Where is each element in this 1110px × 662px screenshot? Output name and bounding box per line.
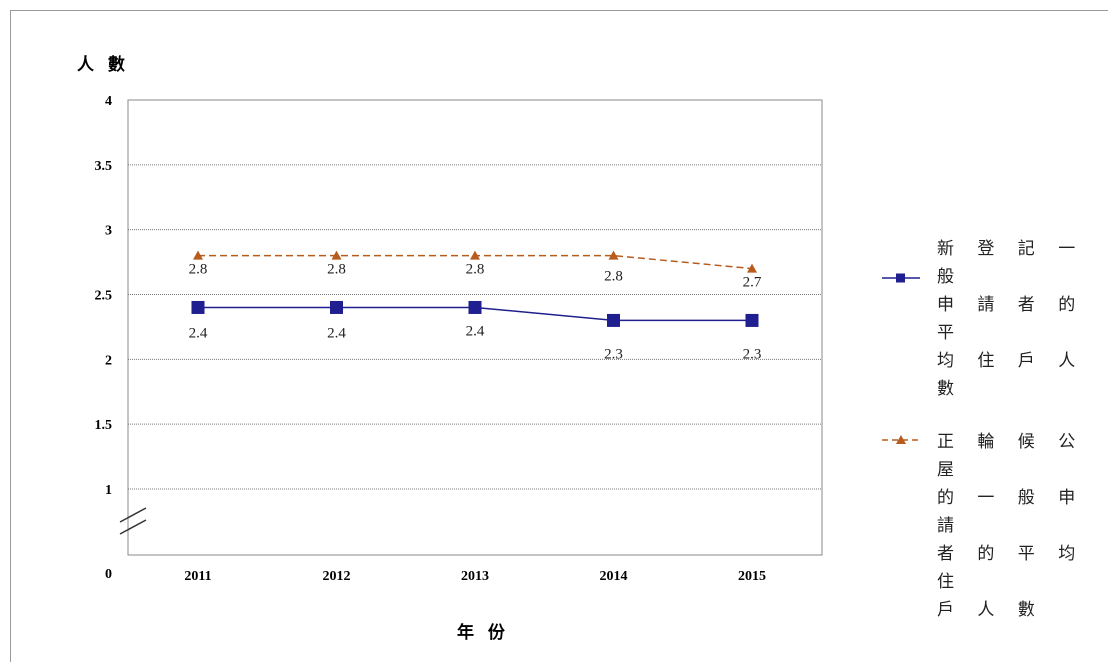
y-tick-label: 1.5 [95,418,113,433]
data-label: 2.8 [327,262,346,278]
data-label: 2.4 [189,325,208,341]
chart-frame [10,10,1108,662]
data-label: 2.4 [466,323,485,339]
y-tick-label: 0 [105,567,112,582]
x-axis-title: 年 份 [457,623,509,643]
data-point [331,250,342,260]
x-tick-label: 2015 [738,569,766,584]
x-tick-label: 2013 [461,569,489,584]
y-tick-label: 3.5 [95,159,113,174]
data-point [470,250,480,260]
data-point [193,250,203,260]
y-tick-label: 4 [105,94,112,109]
data-label: 2.3 [604,346,623,362]
x-tick-label: 2012 [323,569,351,584]
y-tick-label: 2.5 [95,289,113,304]
y-axis-title: 人 數 [77,55,129,75]
data-label: 2.4 [327,325,346,341]
data-point [191,300,205,314]
legend-marker-series-2 [896,435,906,444]
data-point [468,300,482,314]
y-tick-label: 1 [105,483,112,498]
data-label: 2.8 [466,262,485,278]
data-point [747,263,757,273]
data-label: 2.8 [604,269,623,285]
data-label: 2.3 [743,346,762,362]
data-point [330,300,343,314]
data-point [607,313,620,327]
y-tick-label: 2 [105,353,112,368]
legend-label-series-1: 新 登 記 一 般 申 請 者 的 平 均 住 戶 人 數 [937,239,1085,399]
legend-marker-series-1 [896,273,905,283]
data-label: 2.8 [189,262,208,278]
plot-area [127,99,823,556]
y-tick-label: 3 [105,224,112,239]
x-tick-label: 2011 [184,569,211,584]
axis-break-mark [119,507,147,523]
data-label: 2.7 [743,275,762,291]
x-tick-label: 2014 [600,569,628,584]
data-point [608,250,619,260]
legend-label-series-2: 正 輪 候 公 屋 的 一 般 申 請 者 的 平 均 住 戶 人 數 [937,432,1085,620]
axis-break-mark [119,519,147,535]
data-point [745,313,759,327]
